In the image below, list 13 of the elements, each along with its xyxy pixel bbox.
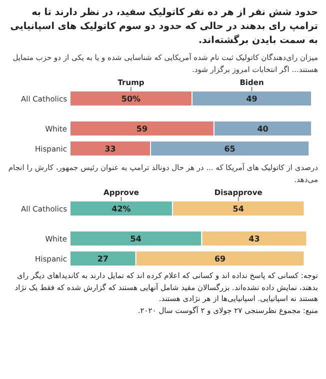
data-label: 49: [246, 94, 258, 104]
data-label: 50%: [121, 94, 141, 104]
chart-title: حدود شش نفر از هر ده نفر کاتولیک سفید، در نظر دارند تا به ترامپ رای بدهند در حالی که حدود دو سوم کاتولیک های اسپانیایی به سمت بایدن برگشته‌اند.: [9, 6, 318, 48]
data-label: 54: [232, 204, 244, 214]
data-label: 69: [214, 254, 226, 264]
data-label: 59: [136, 124, 148, 134]
data-label: 27: [97, 254, 109, 264]
data-label: 42%: [112, 204, 131, 214]
data-label: 33: [104, 144, 116, 154]
data-label: 43: [248, 234, 260, 244]
data-label: 54: [130, 234, 142, 244]
data-label: 40: [257, 124, 269, 134]
data-label: 65: [224, 144, 236, 154]
